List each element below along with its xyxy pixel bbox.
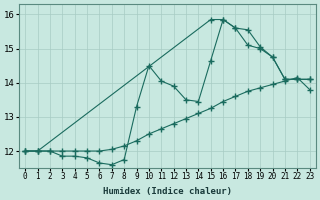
X-axis label: Humidex (Indice chaleur): Humidex (Indice chaleur) [103,187,232,196]
